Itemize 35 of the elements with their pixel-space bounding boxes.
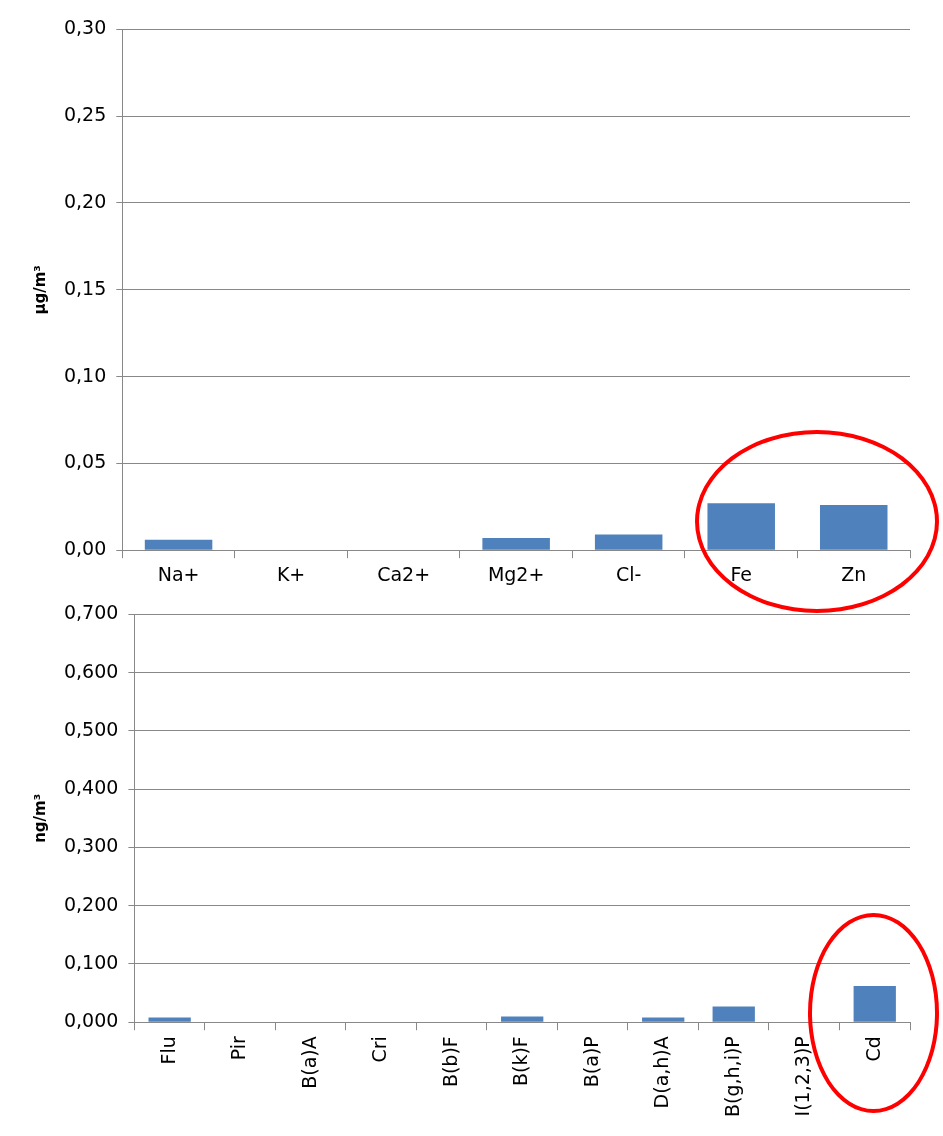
x-tick-label: I(1,2,3)P <box>791 1036 814 1117</box>
y-tick-label: 0,000 <box>63 1009 119 1032</box>
y-tick-label: 0,400 <box>63 776 119 799</box>
y-tick-label: 0,00 <box>63 537 107 560</box>
x-tick-label: Zn <box>841 562 867 585</box>
x-tick-label: B(a)A <box>297 1036 320 1089</box>
y-tick-label: 0,10 <box>63 363 107 386</box>
x-tick-label: D(a,h)A <box>650 1036 673 1109</box>
y-tick-label: 0,05 <box>63 450 107 473</box>
x-tick-label: Mg2+ <box>487 562 545 585</box>
x-tick-label: Pir <box>227 1036 250 1061</box>
y-tick-label: 0,300 <box>63 834 119 857</box>
x-tick-label: Cl- <box>615 562 642 585</box>
x-tick-label: B(k)F <box>509 1036 532 1087</box>
y-tick-label: 0,600 <box>63 659 119 682</box>
x-tick-label: B(b)F <box>438 1036 461 1088</box>
x-tick-label: Na+ <box>157 562 200 585</box>
y-axis-title: ng/m³ <box>30 793 49 843</box>
x-tick-label: K+ <box>276 562 306 585</box>
x-tick-label: Cri <box>368 1036 391 1063</box>
y-tick-label: 0,200 <box>63 892 119 915</box>
y-tick-label: 0,500 <box>63 717 119 740</box>
y-tick-label: 0,25 <box>63 103 107 126</box>
y-tick-label: 0,15 <box>63 276 107 299</box>
x-tick-label: B(g,h,i)P <box>720 1036 743 1117</box>
x-tick-label: Cd <box>861 1036 884 1062</box>
x-tick-label: Ca2+ <box>377 562 431 585</box>
x-tick-label: B(a)P <box>579 1036 602 1088</box>
y-tick-label: 0,100 <box>63 950 119 973</box>
y-tick-label: 0,30 <box>63 16 107 39</box>
x-tick-label: Fe <box>730 562 753 585</box>
y-tick-label: 0,700 <box>63 601 119 624</box>
y-tick-label: 0,20 <box>63 189 107 212</box>
x-tick-label: Flu <box>156 1036 179 1065</box>
y-axis-title: µg/m³ <box>30 265 49 315</box>
